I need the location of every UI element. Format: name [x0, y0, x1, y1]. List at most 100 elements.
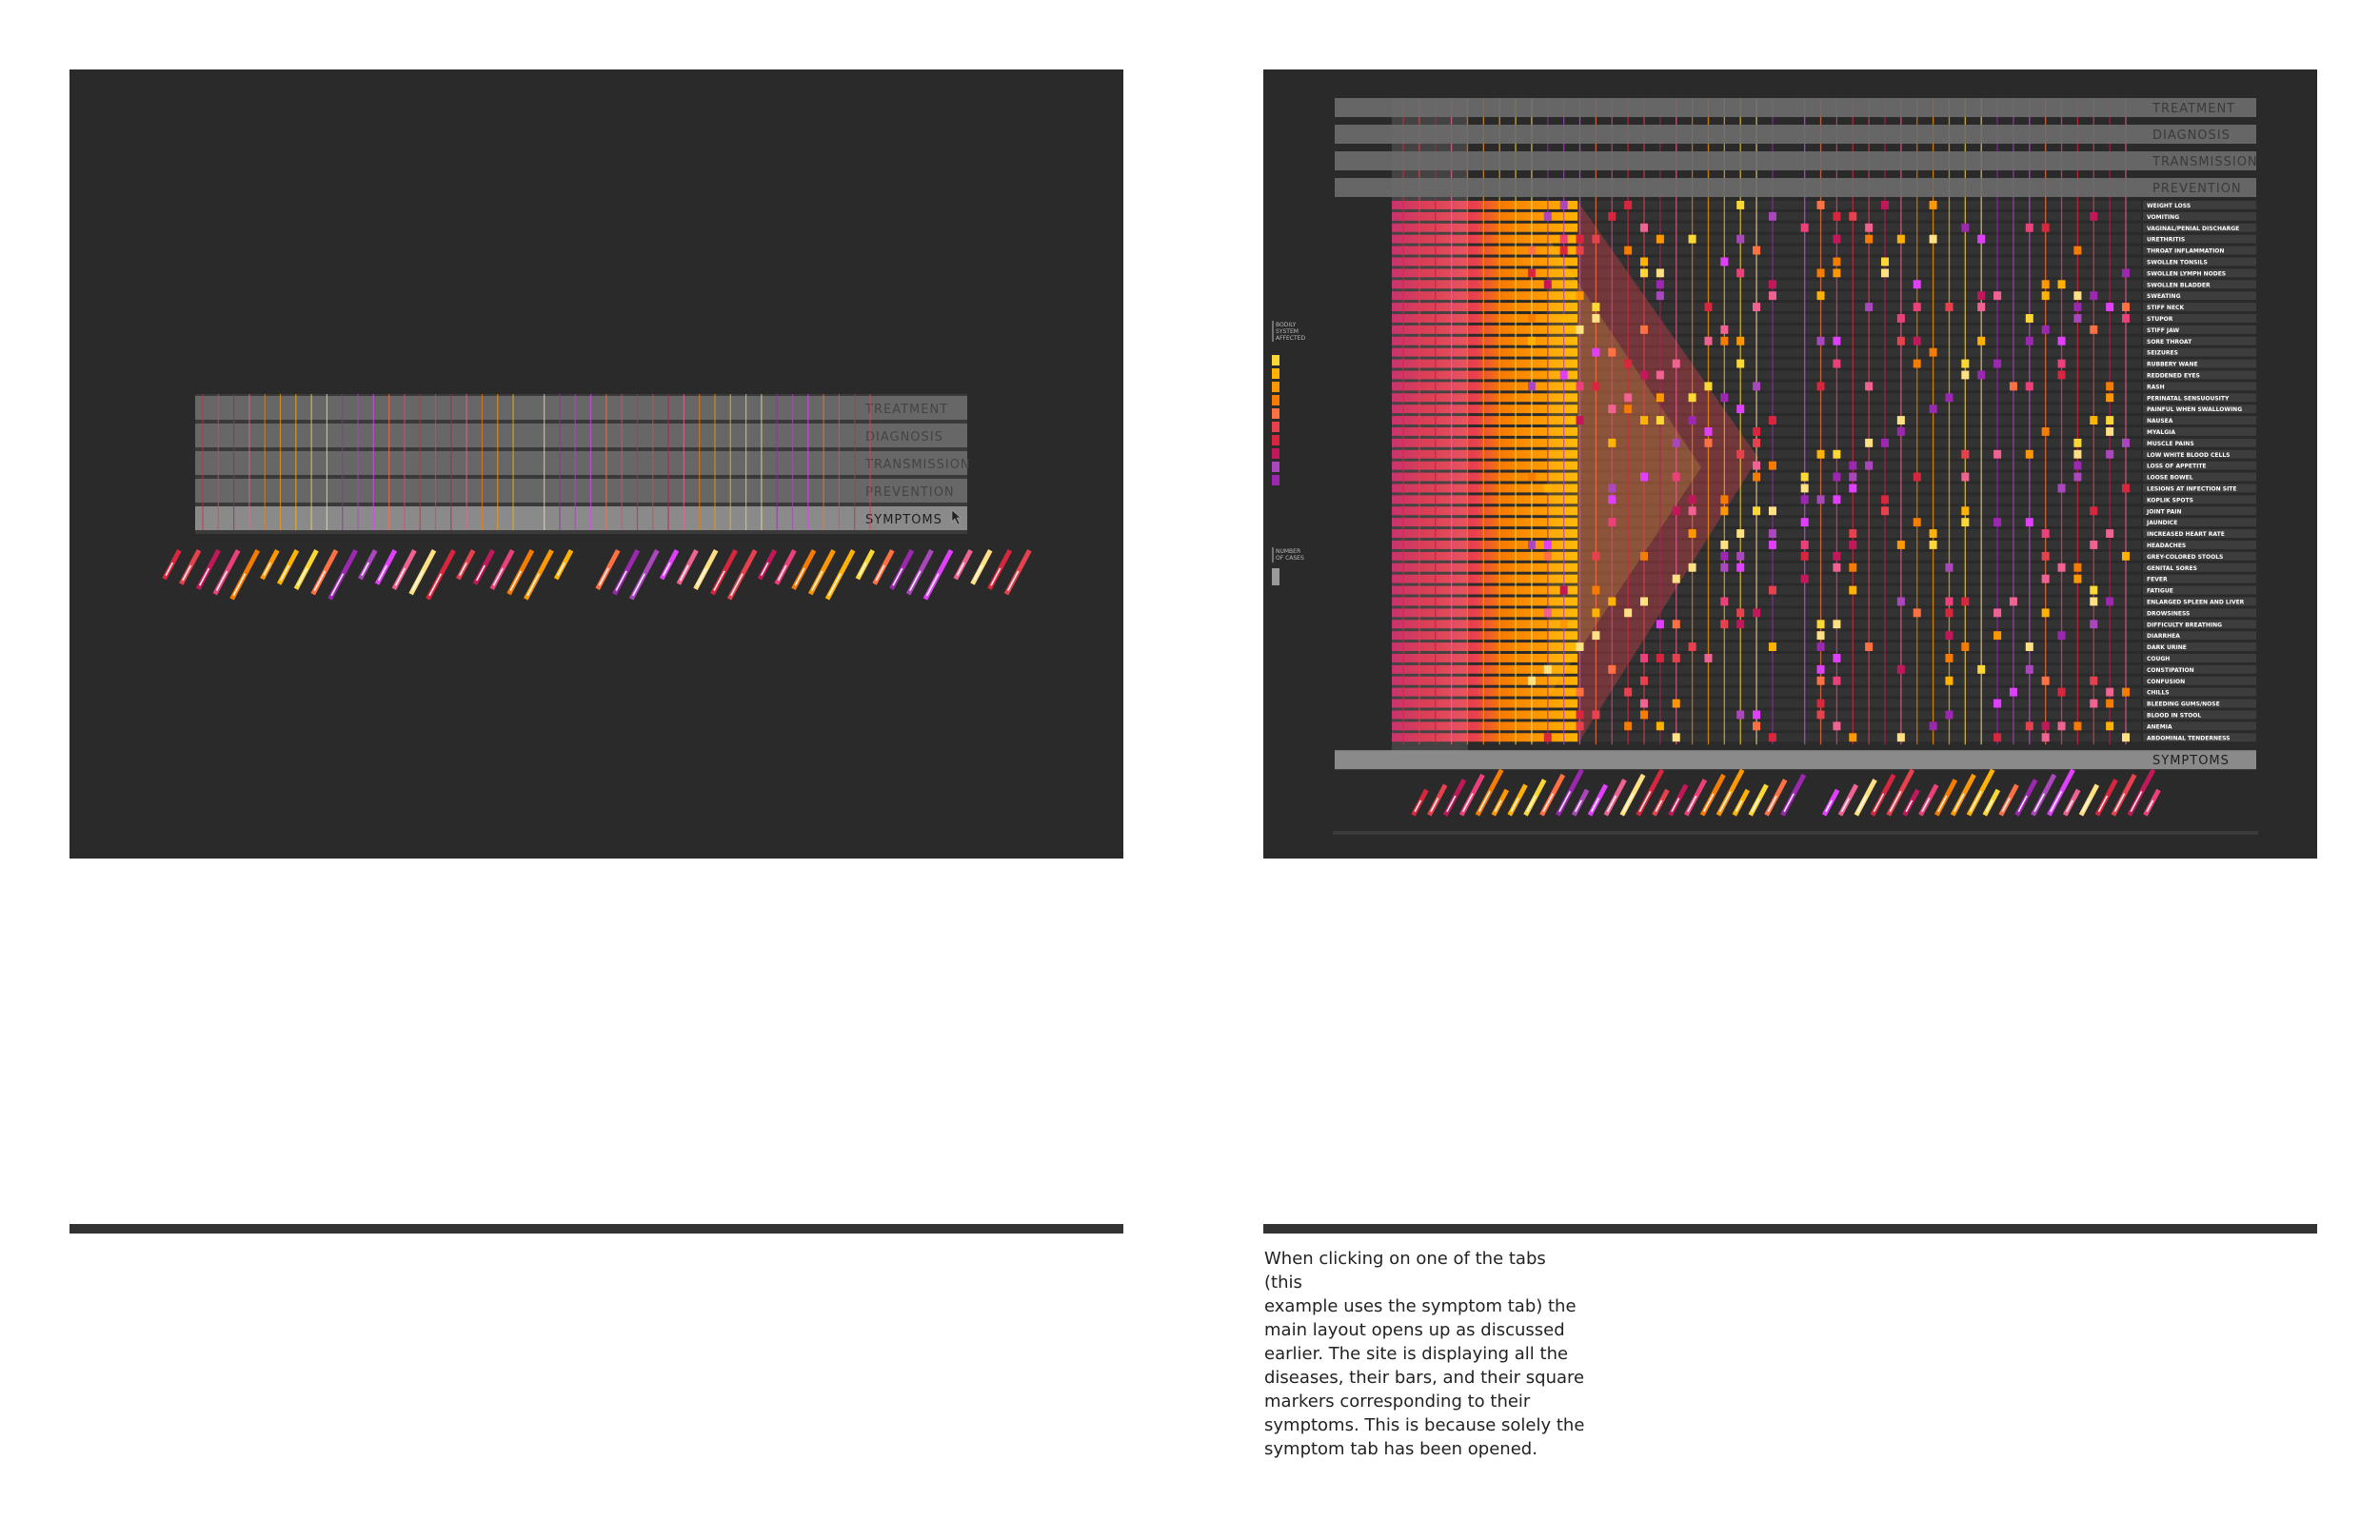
symptom-marker — [1833, 654, 1841, 662]
disease-tag[interactable] — [1571, 788, 1590, 817]
disease-tag[interactable] — [1966, 768, 1995, 817]
disease-tag[interactable] — [408, 549, 437, 596]
disease-tag[interactable] — [1636, 768, 1665, 817]
disease-tag[interactable] — [327, 549, 358, 601]
disease-tag[interactable] — [676, 549, 699, 585]
disease-tag[interactable] — [2047, 768, 2075, 817]
disease-bar — [1392, 416, 1577, 424]
disease-tag[interactable] — [374, 549, 398, 585]
symptom-marker — [1833, 721, 1841, 731]
disease-tag[interactable] — [1982, 788, 2001, 817]
symptom-marker — [2025, 382, 2033, 391]
disease-tag[interactable] — [2062, 788, 2081, 817]
disease-tag[interactable] — [1748, 783, 1769, 817]
disease-tag[interactable] — [791, 549, 817, 591]
disease-tag[interactable] — [506, 549, 535, 596]
horizontal-scrollbar[interactable] — [1333, 831, 2258, 835]
disease-tag[interactable] — [970, 549, 993, 585]
disease-tag[interactable] — [1668, 783, 1689, 817]
symptom-label-bg — [2143, 721, 2256, 731]
disease-tag[interactable] — [922, 549, 954, 601]
disease-tag[interactable] — [1442, 779, 1467, 817]
disease-tag[interactable] — [1886, 768, 1915, 817]
disease-tag[interactable] — [1837, 783, 1859, 817]
disease-tag[interactable] — [1507, 783, 1528, 817]
disease-tag[interactable] — [1950, 773, 1976, 817]
disease-tag[interactable] — [855, 549, 875, 581]
disease-tag[interactable] — [276, 549, 300, 585]
disease-tag[interactable] — [310, 549, 339, 596]
disease-tag[interactable] — [212, 549, 241, 596]
disease-tag[interactable] — [1683, 779, 1708, 817]
disease-tag[interactable] — [872, 549, 895, 585]
disease-tag[interactable] — [1918, 783, 1939, 817]
disease-tag[interactable] — [1539, 773, 1566, 817]
disease-tag[interactable] — [659, 549, 680, 581]
disease-tag[interactable] — [260, 549, 280, 581]
disease-tag[interactable] — [905, 549, 934, 596]
disease-tag[interactable] — [953, 549, 973, 581]
disease-tag[interactable] — [391, 549, 417, 591]
disease-tag[interactable] — [472, 549, 495, 585]
disease-tag[interactable] — [2094, 779, 2118, 817]
disease-tag[interactable] — [229, 549, 260, 601]
disease-tag[interactable] — [1716, 768, 1745, 817]
disease-tag[interactable] — [195, 549, 221, 591]
disease-tag[interactable] — [1491, 788, 1510, 817]
disease-tag[interactable] — [612, 549, 641, 596]
disease-tag[interactable] — [2127, 768, 2156, 817]
disease-tag[interactable] — [693, 549, 719, 591]
tab-bar-symptoms[interactable] — [1335, 750, 2256, 770]
disease-tag[interactable] — [1603, 779, 1627, 817]
disease-tag[interactable] — [1556, 768, 1584, 817]
disease-tag[interactable] — [774, 549, 797, 585]
disease-tag[interactable] — [1780, 773, 1807, 817]
disease-tag[interactable] — [426, 549, 456, 601]
disease-tag[interactable] — [489, 549, 515, 591]
disease-tag[interactable] — [1854, 779, 1877, 817]
disease-tag[interactable] — [1764, 779, 1788, 817]
disease-tag[interactable] — [2078, 783, 2100, 817]
disease-tag[interactable] — [1699, 773, 1726, 817]
disease-tag-text — [1703, 793, 1715, 813]
disease-tag[interactable] — [889, 549, 915, 591]
disease-tag[interactable] — [2111, 773, 2137, 817]
disease-tag[interactable] — [1587, 783, 1609, 817]
disease-tag[interactable] — [358, 549, 378, 581]
disease-tag[interactable] — [524, 549, 554, 601]
disease-tag[interactable] — [1870, 773, 1896, 817]
tab-bar-treatment[interactable] — [1335, 98, 2256, 117]
disease-tag[interactable] — [455, 549, 476, 581]
disease-tag[interactable] — [1732, 788, 1751, 817]
disease-tag[interactable] — [293, 549, 319, 591]
disease-tag[interactable] — [2143, 788, 2161, 817]
disease-tag[interactable] — [726, 549, 758, 601]
disease-tag[interactable] — [1523, 779, 1547, 817]
disease-tag[interactable] — [1619, 773, 1646, 817]
disease-tag[interactable] — [553, 549, 574, 581]
disease-tag[interactable] — [1458, 773, 1485, 817]
disease-tag[interactable] — [1821, 788, 1840, 817]
disease-tag[interactable] — [1934, 779, 1958, 817]
tab-bar-diagnosis[interactable] — [1335, 125, 2256, 144]
disease-tag[interactable] — [628, 549, 660, 601]
disease-tag[interactable] — [824, 549, 856, 601]
disease-tag[interactable] — [1902, 788, 1920, 817]
disease-tag[interactable] — [1411, 788, 1429, 817]
disease-tag[interactable] — [1003, 549, 1032, 596]
disease-tag[interactable] — [595, 549, 621, 591]
disease-tag[interactable] — [2031, 773, 2057, 817]
disease-tag[interactable] — [162, 549, 182, 581]
disease-tag[interactable] — [1427, 783, 1448, 817]
disease-tag[interactable] — [1475, 768, 1504, 817]
disease-tag[interactable] — [1652, 788, 1670, 817]
tab-bar-prevention[interactable] — [1335, 178, 2256, 197]
disease-tag[interactable] — [1998, 783, 2019, 817]
disease-tag[interactable] — [2014, 779, 2038, 817]
tab-bar-transmission[interactable] — [1335, 151, 2256, 170]
disease-tag[interactable] — [757, 549, 778, 581]
disease-tag[interactable] — [808, 549, 836, 596]
disease-tag[interactable] — [179, 549, 202, 585]
disease-tag[interactable] — [987, 549, 1013, 591]
disease-tag[interactable] — [710, 549, 738, 596]
